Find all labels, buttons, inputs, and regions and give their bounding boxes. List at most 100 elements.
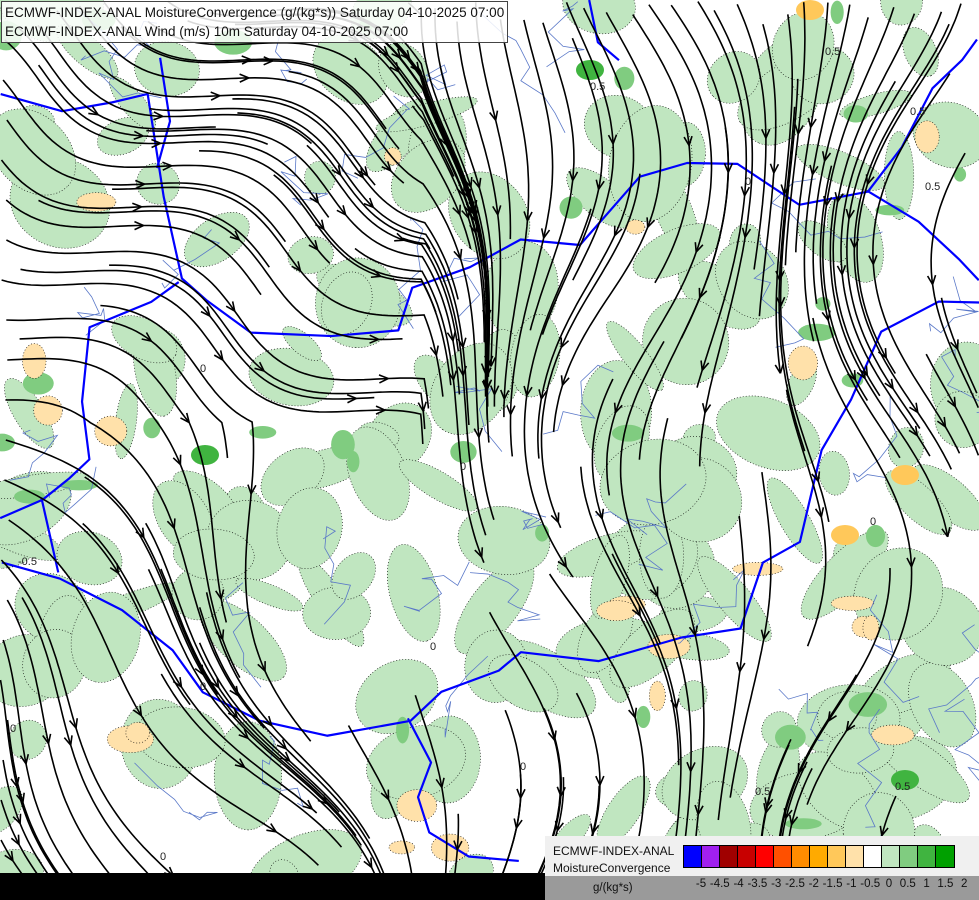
river (943, 698, 979, 781)
contour-label: -0.5 (18, 556, 37, 568)
wind-arrow-icon (88, 106, 99, 116)
wind-arrow-icon (595, 508, 605, 520)
wind-arrow-icon (134, 220, 144, 231)
wind-arrow-icon (354, 167, 364, 179)
wind-arrow-icon (827, 711, 837, 722)
divergence-area (596, 600, 638, 622)
map-title: ECMWF-INDEX-ANAL MoistureConvergence (g/… (1, 1, 509, 43)
streamline (565, 2, 615, 281)
contour-label: 0 (200, 681, 206, 693)
legend-swatch (720, 846, 738, 867)
wind-arrow-icon (949, 339, 959, 350)
river (280, 155, 328, 206)
wind-arrow-icon (469, 207, 479, 218)
convergence-area (865, 524, 886, 548)
legend-tick: -2 (808, 878, 819, 890)
country-border (1, 300, 979, 737)
streamline (37, 24, 313, 145)
wind-arrow-icon (670, 698, 680, 709)
streamline (696, 1, 748, 388)
convergence-area (818, 450, 850, 496)
contour-label: 0.5 (825, 46, 840, 58)
river (444, 655, 489, 738)
legend-swatch (864, 846, 882, 867)
wind-arrow-icon (132, 202, 142, 212)
legend-swatch (882, 846, 900, 867)
wind-arrow-icon (550, 512, 560, 523)
river (45, 466, 97, 514)
convergence-area (559, 196, 583, 219)
streamline (580, 466, 680, 766)
legend-swatch (774, 846, 792, 867)
convergence-area (346, 426, 410, 521)
streamline (21, 597, 152, 878)
legend-swatch (918, 846, 936, 867)
wind-arrow-icon (506, 405, 516, 415)
country-border (867, 38, 978, 193)
convergence-area (249, 426, 277, 439)
streamline (16, 26, 216, 130)
streamline (306, 144, 460, 352)
wind-arrow-icon (628, 707, 638, 719)
divergence-area (914, 120, 940, 154)
wind-arrow-icon (135, 179, 145, 190)
wind-arrow-icon (429, 345, 439, 356)
streamline (2, 79, 331, 264)
contour-label: 0 (160, 851, 166, 863)
streamline (803, 4, 851, 342)
legend-swatch (846, 846, 864, 867)
convergence-area (4, 378, 55, 449)
convergence-area (347, 451, 360, 473)
color-legend: ECMWF-INDEX-ANAL MoistureConvergence g/(… (545, 836, 979, 900)
contour-label: 0 (520, 761, 526, 773)
convergence-area (399, 459, 478, 512)
wind-arrow-icon (936, 416, 947, 428)
legend-swatch (738, 846, 756, 867)
wind-arrow-icon (215, 629, 225, 640)
wind-arrow-icon (19, 754, 30, 765)
wind-arrow-icon (760, 629, 770, 640)
river (595, 511, 668, 571)
streamline (540, 173, 641, 529)
streamline (82, 522, 318, 814)
wind-arrow-icon (457, 365, 468, 376)
wind-arrow-icon (560, 375, 570, 386)
convergence-area (830, 0, 844, 24)
wind-arrow-icon (736, 661, 746, 672)
streamline (456, 21, 502, 407)
wind-arrow-icon (291, 261, 302, 272)
wind-arrow-icon (607, 134, 618, 145)
wind-arrow-icon (879, 825, 889, 837)
wind-arrow-icon (238, 728, 249, 740)
wind-arrow-icon (109, 563, 120, 574)
legend-swatch (792, 846, 810, 867)
wind-streamlines (0, 0, 979, 881)
divergence-area (862, 615, 880, 641)
legend-swatch (684, 846, 702, 867)
divergence-area (625, 219, 646, 235)
wind-arrow-icon (694, 242, 704, 253)
wind-arrow-icon (557, 557, 567, 568)
river (543, 364, 614, 435)
wind-arrow-icon (523, 211, 533, 222)
wind-arrow-icon (141, 332, 152, 342)
contour-label: 0.5 (895, 781, 910, 793)
contour-label: 0 (10, 723, 16, 735)
legend-tick: -5 (695, 878, 707, 890)
wind-arrow-icon (473, 427, 483, 438)
contour-label: 0.5 (755, 786, 770, 798)
wind-arrow-icon (688, 625, 699, 636)
wind-arrow-icon (257, 661, 266, 672)
streamline (402, 237, 487, 536)
convergence-area (302, 586, 371, 640)
river (941, 348, 979, 413)
streamline (6, 317, 229, 459)
streamline (6, 239, 430, 409)
streamline (523, 208, 592, 578)
wind-arrow-icon (172, 454, 182, 466)
convergence-area (14, 489, 45, 504)
wind-arrow-icon (349, 57, 361, 68)
divergence-area (891, 465, 919, 485)
wind-arrow-icon (162, 161, 172, 171)
country-border (588, 0, 620, 62)
